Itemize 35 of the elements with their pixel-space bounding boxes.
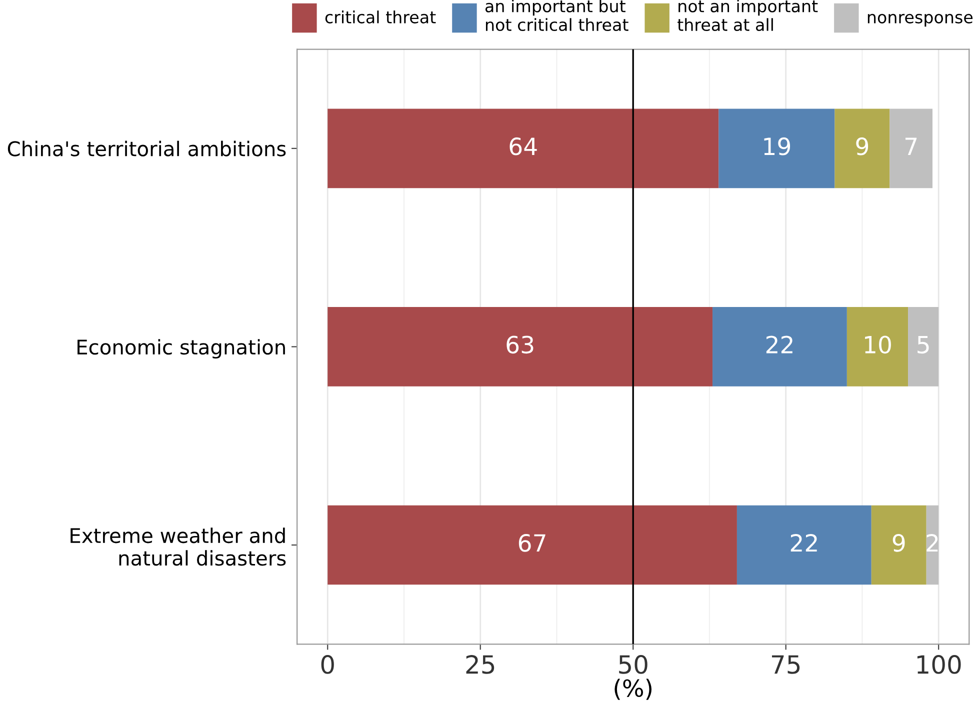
bar <box>926 505 939 585</box>
data-label: 2 <box>926 534 938 552</box>
bar <box>846 307 908 386</box>
bar <box>871 505 926 585</box>
data-label: 64 <box>510 137 537 156</box>
bar <box>736 505 872 585</box>
y-tick-label: China's territorial ambitions <box>8 140 286 156</box>
y-tick-label: Economic stagnation <box>78 339 285 359</box>
data-label: 22 <box>790 534 817 552</box>
x-tick-label: 0 <box>321 655 334 674</box>
x-tick-label: 75 <box>772 655 800 674</box>
y-tick-label: Extreme weather and natural disasters <box>70 528 286 566</box>
bar <box>718 108 835 188</box>
data-label: 10 <box>865 336 891 354</box>
bar <box>908 307 939 386</box>
bar <box>712 307 847 386</box>
data-label: 22 <box>766 336 792 354</box>
x-tick-label: 50 <box>619 655 648 674</box>
data-label: 19 <box>764 137 790 156</box>
bar <box>834 108 890 188</box>
x-tick-label: 25 <box>466 655 494 674</box>
data-label: 67 <box>518 534 546 552</box>
data-label: 9 <box>856 137 868 156</box>
data-label: 5 <box>918 336 929 354</box>
bar <box>328 505 737 585</box>
bar <box>328 307 713 386</box>
legend-label: nonresponse <box>868 14 973 27</box>
data-label: 7 <box>906 138 917 155</box>
bar <box>890 108 932 188</box>
x-tick-label: 100 <box>917 655 961 674</box>
data-label: 9 <box>892 534 905 552</box>
x-axis-title: (%) <box>614 678 652 700</box>
legend-label: critical threat <box>325 10 436 24</box>
data-label: 63 <box>506 336 534 354</box>
bar <box>328 108 719 188</box>
